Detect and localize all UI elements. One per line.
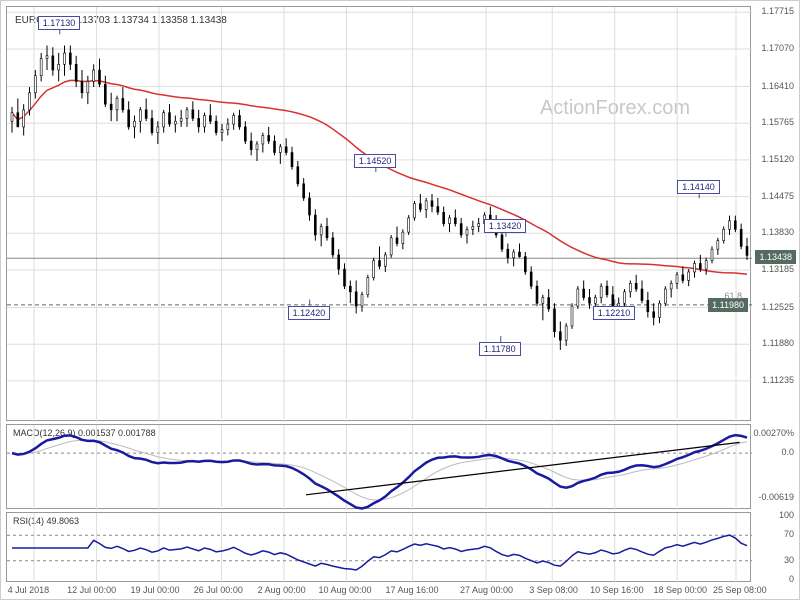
price-annotation: 1.17130 xyxy=(38,16,81,30)
macd-y-tick: 0.0 xyxy=(781,447,794,457)
rsi-panel: RSI(14) 49.8063 xyxy=(6,512,751,582)
macd-svg xyxy=(7,425,752,510)
rsi-y-tick: 0 xyxy=(789,574,794,584)
price-chart-svg xyxy=(7,7,752,422)
x-tick-label: 12 Jul 00:00 xyxy=(67,585,116,595)
y-tick-label: 1.13830 xyxy=(761,227,794,237)
y-tick-label: 1.17070 xyxy=(761,43,794,53)
y-tick-label: 1.11235 xyxy=(762,375,794,385)
rsi-y-tick: 30 xyxy=(784,555,794,565)
price-panel: EURCHF,H4 1.13703 1.13734 1.13358 1.1343… xyxy=(6,6,751,421)
chart-container: EURCHF,H4 1.13703 1.13734 1.13358 1.1343… xyxy=(0,0,800,600)
y-tick-label: 1.11880 xyxy=(762,338,794,348)
x-tick-label: 17 Aug 16:00 xyxy=(385,585,438,595)
price-annotation: 1.11780 xyxy=(479,342,521,356)
price-annotation: 1.12420 xyxy=(288,306,331,320)
x-tick-label: 26 Jul 00:00 xyxy=(194,585,243,595)
price-annotation: 1.13420 xyxy=(484,219,527,233)
price-annotation: 1.14140 xyxy=(677,180,720,194)
x-tick-label: 18 Sep 00:00 xyxy=(653,585,707,595)
x-tick-label: 2 Aug 00:00 xyxy=(258,585,306,595)
x-tick-label: 10 Aug 00:00 xyxy=(318,585,371,595)
fib-label: 61.8 xyxy=(724,291,742,301)
y-tick-label: 1.12525 xyxy=(761,302,794,312)
price-annotation: 1.12210 xyxy=(593,306,636,320)
x-tick-label: 27 Aug 00:00 xyxy=(460,585,513,595)
y-tick-label: 1.15765 xyxy=(761,117,794,127)
rsi-y-tick: 70 xyxy=(784,529,794,539)
price-annotation: 1.14520 xyxy=(354,154,397,168)
y-tick-label: 1.16410 xyxy=(761,81,794,91)
y-tick-label: 1.14475 xyxy=(761,191,794,201)
x-tick-label: 3 Sep 08:00 xyxy=(529,585,578,595)
macd-y-tick: 0.00270% xyxy=(753,428,794,438)
x-axis: 4 Jul 2018 12 Jul 00:00 19 Jul 00:00 26 Jul… xyxy=(6,583,751,597)
macd-panel: MACD(12,26,9) 0.001537 0.001788 xyxy=(6,424,751,509)
rsi-y-tick: 100 xyxy=(779,510,794,520)
rsi-svg xyxy=(7,513,752,583)
x-tick-label: 19 Jul 00:00 xyxy=(130,585,179,595)
rsi-y-axis: 100 70 30 0 xyxy=(749,512,797,582)
macd-y-axis: 0.00270% 0.0 -0.00619 xyxy=(749,424,797,509)
current-price-box: 1.13438 xyxy=(755,250,796,264)
macd-y-tick: -0.00619 xyxy=(758,492,794,502)
price-y-axis: 1.17715 1.17070 1.16410 1.15765 1.15120 1.144… xyxy=(749,6,797,421)
x-tick-label: 4 Jul 2018 xyxy=(8,585,50,595)
x-tick-label: 25 Sep 08:00 xyxy=(713,585,767,595)
y-tick-label: 1.15120 xyxy=(761,154,794,164)
y-tick-label: 1.17715 xyxy=(761,6,794,16)
y-tick-label: 1.13185 xyxy=(761,264,794,274)
x-tick-label: 10 Sep 16:00 xyxy=(590,585,644,595)
